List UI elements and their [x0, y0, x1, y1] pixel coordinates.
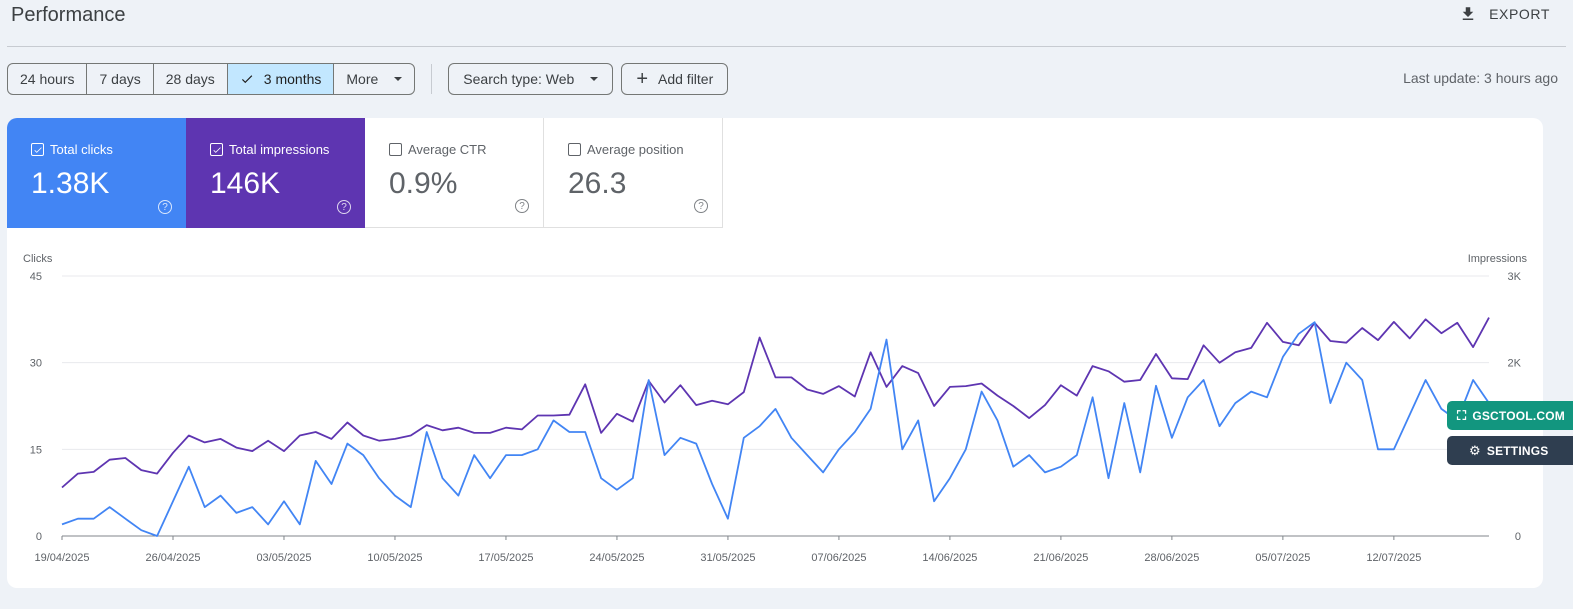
y-right-axis-label: Impressions [1468, 253, 1528, 265]
x-tick-label: 03/05/2025 [256, 552, 311, 564]
metric-label: Average position [587, 142, 684, 157]
y-right-tick-label: 3K [1508, 271, 1522, 283]
gsctool-button[interactable]: ⛶ GSCTOOL.COM [1447, 401, 1573, 430]
x-tick-label: 05/07/2025 [1255, 552, 1310, 564]
export-label: EXPORT [1489, 6, 1550, 22]
x-tick-label: 24/05/2025 [589, 552, 644, 564]
page-title: Performance [11, 4, 126, 26]
y-left-tick-label: 15 [30, 444, 42, 456]
download-icon [1462, 7, 1474, 20]
y-left-tick-label: 30 [30, 358, 42, 370]
y-left-tick-label: 0 [36, 531, 42, 543]
range-3-months-label: 3 months [263, 71, 322, 87]
x-tick-label: 12/07/2025 [1366, 552, 1421, 564]
add-filter-button[interactable]: + Add filter [621, 63, 729, 95]
metric-value: 26.3 [568, 167, 627, 200]
help-icon[interactable]: ? [337, 200, 351, 214]
checkbox-checked-icon[interactable] [210, 143, 223, 156]
checkbox-checked-icon[interactable] [31, 143, 44, 156]
metric-label: Total impressions [229, 142, 330, 157]
x-tick-label: 31/05/2025 [700, 552, 755, 564]
x-tick-label: 26/04/2025 [145, 552, 200, 564]
help-icon[interactable]: ? [158, 200, 172, 214]
series-line-clicks [61, 321, 1490, 537]
metric-value: 146K [210, 167, 281, 200]
chevron-down-icon [394, 77, 403, 81]
performance-card: Total clicks 1.38K ? Total impressions 1… [7, 118, 1543, 588]
y-right-tick-label: 0 [1515, 531, 1521, 543]
range-28-days[interactable]: 28 days [154, 64, 228, 94]
metric-average-position[interactable]: Average position 26.3 ? [544, 118, 723, 228]
metric-value: 0.9% [389, 167, 458, 200]
x-tick-label: 21/06/2025 [1033, 552, 1088, 564]
y-right-tick-label: 2K [1508, 358, 1522, 370]
x-tick-label: 19/04/2025 [34, 552, 89, 564]
metric-label: Average CTR [408, 142, 487, 157]
header-divider [7, 46, 1566, 47]
metric-label: Total clicks [50, 142, 113, 157]
add-filter-label: Add filter [658, 71, 714, 87]
performance-chart[interactable]: 015304501K2K3KClicksImpressions19/04/202… [7, 118, 1543, 588]
checkbox-unchecked-icon[interactable] [568, 143, 581, 156]
settings-label: SETTINGS [1486, 443, 1549, 458]
y-left-axis-label: Clicks [23, 253, 53, 265]
date-range-selector: 24 hours 7 days 28 days 3 months More [7, 63, 416, 95]
range-7-days[interactable]: 7 days [87, 64, 154, 94]
gsctool-label: GSCTOOL.COM [1472, 408, 1565, 423]
range-3-months[interactable]: 3 months [227, 64, 335, 94]
x-tick-label: 10/05/2025 [367, 552, 422, 564]
x-tick-label: 17/05/2025 [478, 552, 533, 564]
help-icon[interactable]: ? [515, 199, 529, 213]
expand-icon: ⛶ [1457, 407, 1467, 423]
checkbox-unchecked-icon[interactable] [389, 143, 402, 156]
metric-total-clicks[interactable]: Total clicks 1.38K ? [7, 118, 186, 228]
y-left-tick-label: 45 [30, 271, 42, 283]
metric-cards: Total clicks 1.38K ? Total impressions 1… [7, 118, 723, 228]
last-update-text: Last update: 3 hours ago [1403, 70, 1558, 86]
help-icon[interactable]: ? [694, 199, 708, 213]
check-icon [241, 75, 253, 84]
series-line-impressions [61, 317, 1490, 489]
range-24-hours[interactable]: 24 hours [8, 64, 88, 94]
export-button[interactable]: EXPORT [1459, 5, 1550, 23]
search-type-label: Search type: Web [463, 71, 575, 87]
x-tick-label: 28/06/2025 [1144, 552, 1199, 564]
plus-icon: + [636, 68, 648, 90]
range-more-label: More [346, 71, 379, 87]
x-tick-label: 14/06/2025 [922, 552, 977, 564]
range-more-dropdown[interactable]: More [334, 64, 414, 94]
top-bar: Performance EXPORT [0, 0, 1573, 46]
metric-average-ctr[interactable]: Average CTR 0.9% ? [365, 118, 544, 228]
x-tick-label: 07/06/2025 [811, 552, 866, 564]
toolbar-divider [431, 64, 433, 94]
settings-button[interactable]: ⚙ SETTINGS [1447, 436, 1573, 465]
filter-toolbar: 24 hours 7 days 28 days 3 months More Se… [7, 63, 736, 95]
metric-value: 1.38K [31, 167, 110, 200]
chevron-down-icon [590, 77, 599, 81]
gear-icon: ⚙ [1469, 442, 1481, 458]
metric-total-impressions[interactable]: Total impressions 146K ? [186, 118, 365, 228]
search-type-dropdown[interactable]: Search type: Web [448, 63, 614, 95]
